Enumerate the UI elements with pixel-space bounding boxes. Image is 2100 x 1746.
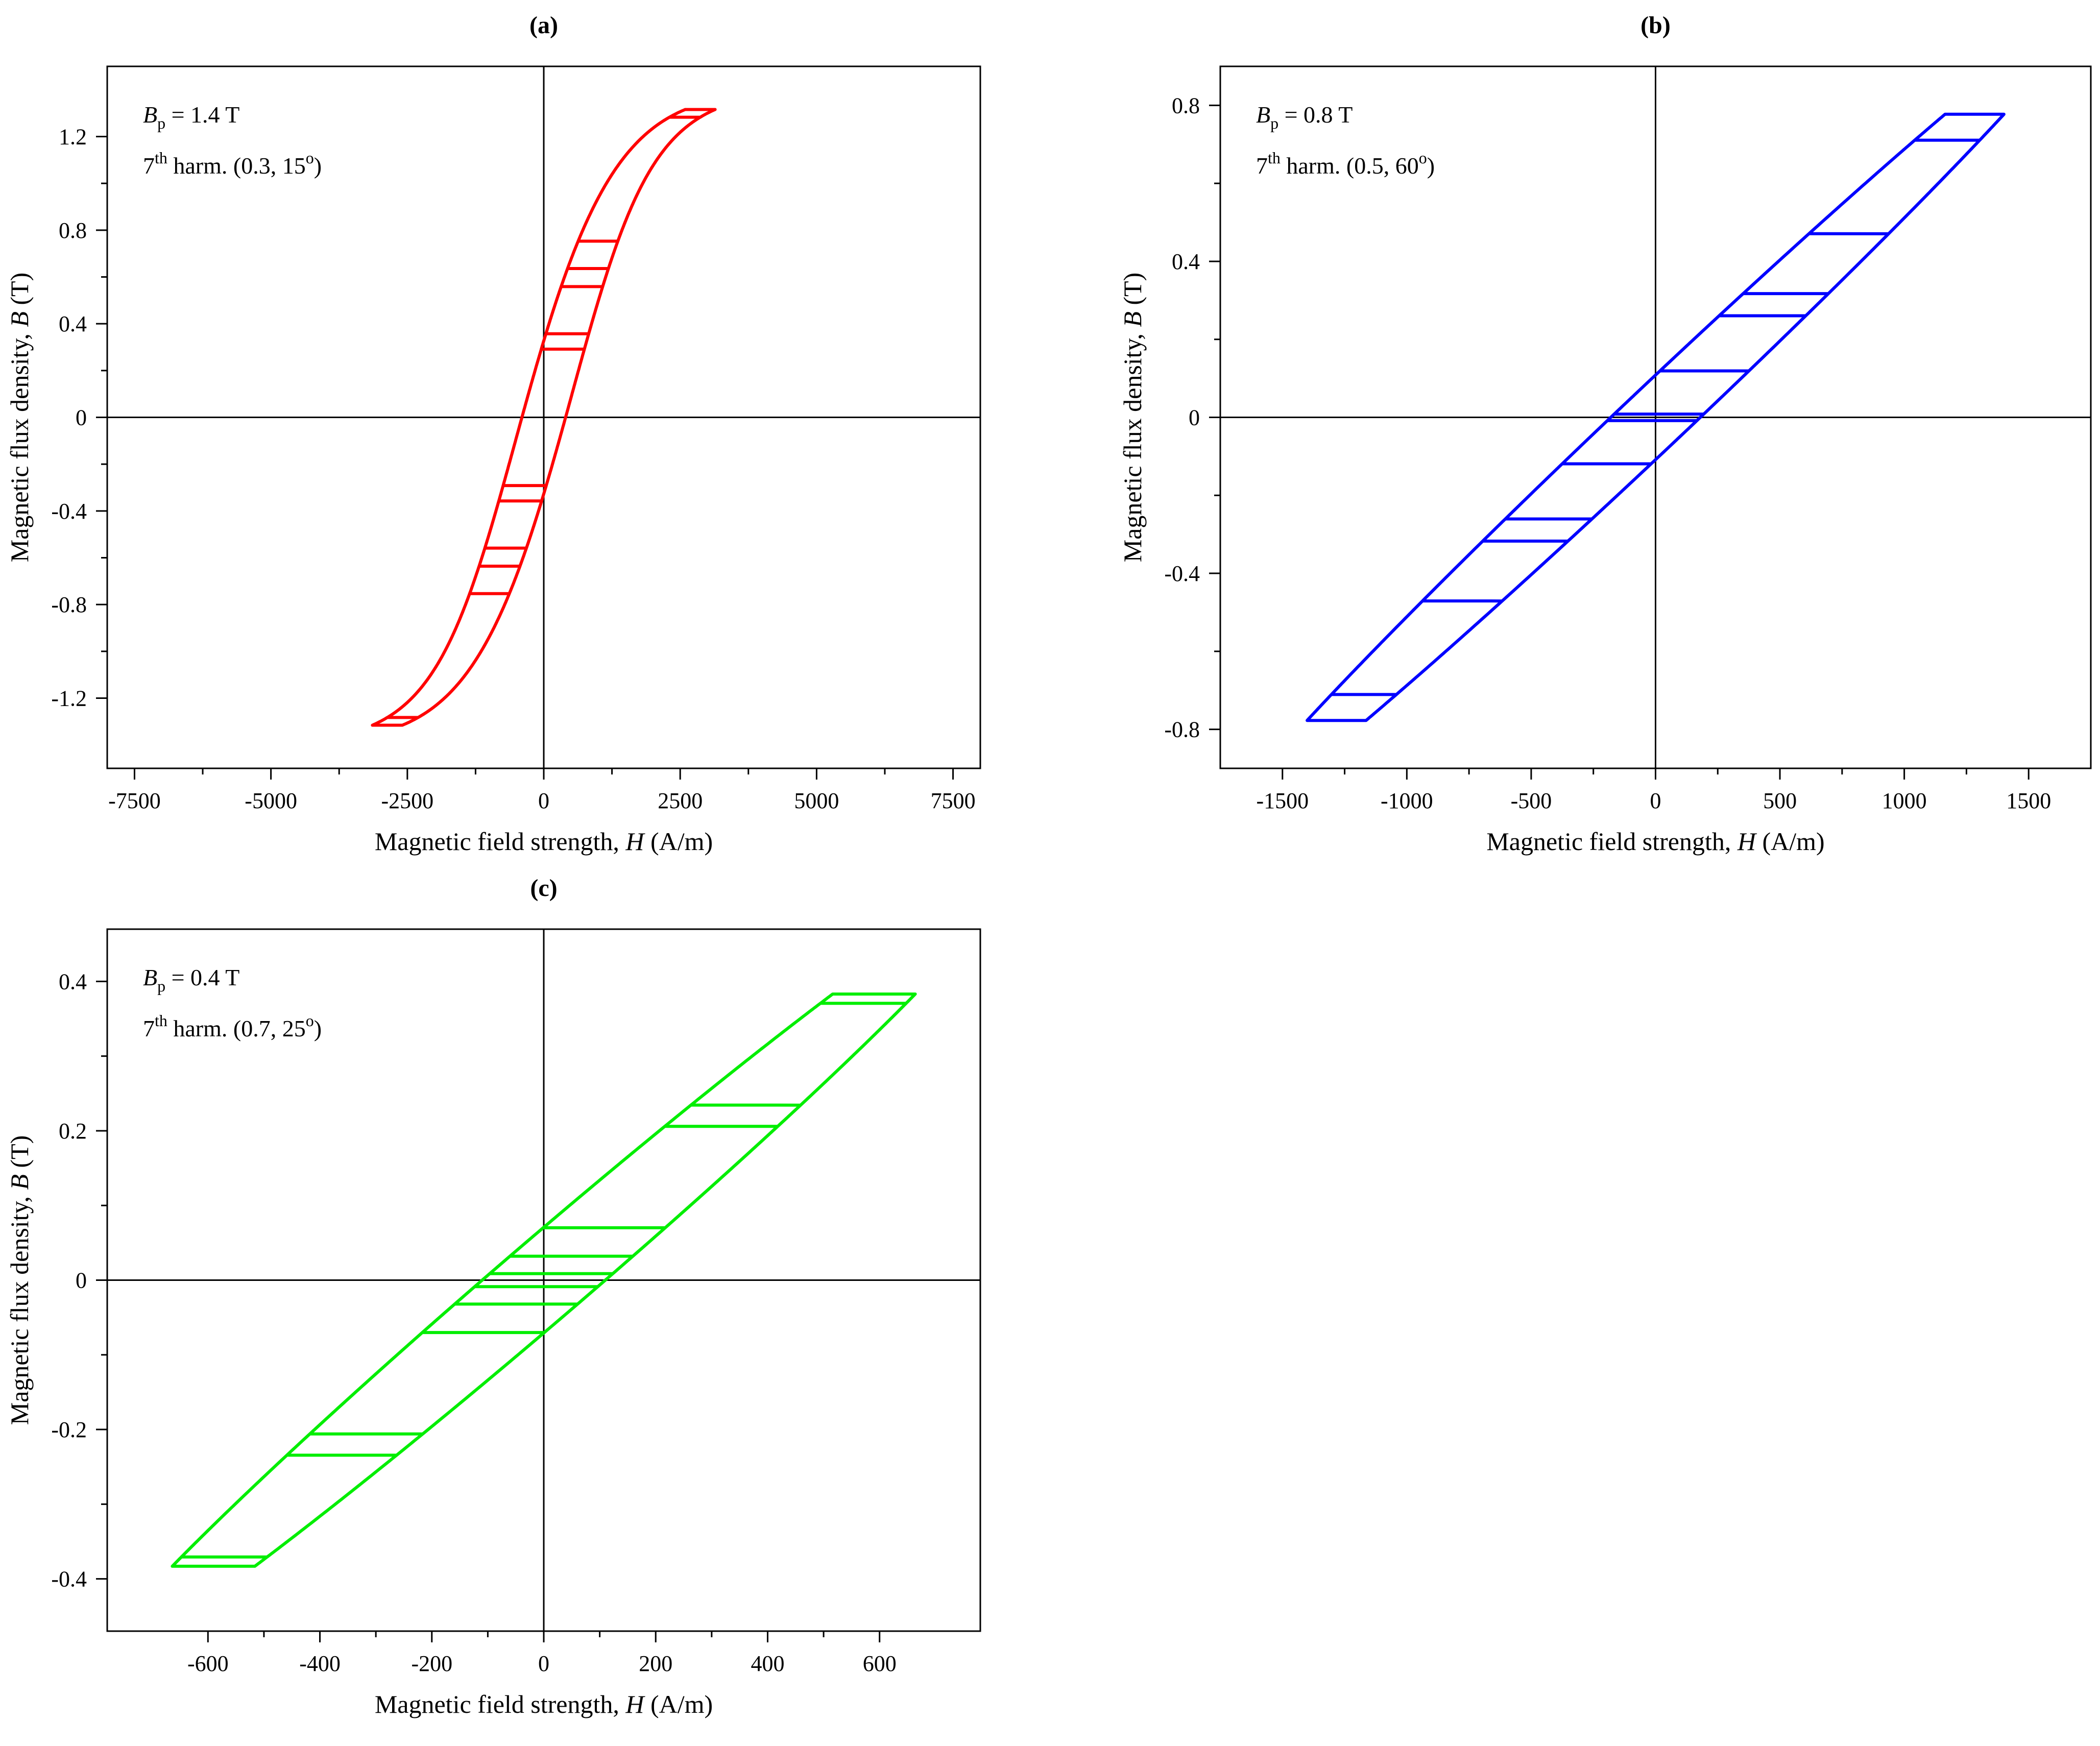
panel-label-a: (a) [529, 12, 558, 39]
x-tick-label: -2500 [381, 788, 433, 813]
y-tick-label: 0.8 [59, 218, 87, 243]
y-tick-label: 1.2 [59, 125, 87, 150]
x-tick-label: 600 [863, 1651, 897, 1676]
y-tick-label: -0.4 [51, 499, 87, 524]
y-tick-label: -0.4 [1164, 561, 1200, 586]
x-tick-label: 200 [639, 1651, 672, 1676]
y-tick-label: -0.8 [51, 592, 87, 617]
x-tick-label: 7500 [931, 788, 976, 813]
y-tick-label: -1.2 [51, 686, 87, 711]
series-line-b [1306, 112, 2006, 722]
y-axis-label: Magnetic flux density, B (T) [5, 1135, 34, 1425]
x-tick-label: -500 [1511, 788, 1552, 813]
y-tick-label: 0.8 [1172, 93, 1200, 118]
x-tick-label: -1500 [1256, 788, 1309, 813]
y-tick-label: -0.8 [1164, 717, 1200, 742]
x-tick-label: 500 [1763, 788, 1797, 813]
y-tick-label: 0 [76, 1268, 87, 1293]
annotation-harmonic: 7th harm. (0.5, 60o) [1256, 149, 1435, 179]
x-tick-label: 0 [538, 788, 549, 813]
y-tick-label: 0.4 [59, 311, 87, 336]
x-tick-label: -400 [299, 1651, 341, 1676]
annotation-peak-flux: Bp = 0.8 T [1256, 102, 1353, 132]
chart-panel-a: (a) -7500 -5000 -2500 0 2500 5000 7500 -1.2 -0.8 -… [5, 12, 981, 856]
x-tick-label: -600 [187, 1651, 229, 1676]
x-tick-label: 1000 [1882, 788, 1927, 813]
y-tick-label: -0.4 [51, 1567, 87, 1592]
panel-label-c: (c) [530, 875, 557, 902]
y-tick-label: 0.4 [59, 969, 87, 994]
x-axis-label: Magnetic field strength, H (A/m) [375, 827, 713, 856]
y-tick-label: -0.2 [51, 1417, 87, 1442]
x-tick-label: -200 [411, 1651, 452, 1676]
x-tick-label: 0 [1650, 788, 1661, 813]
chart-panel-b: (b) -1500 -1000 -500 0 500 1000 1500 -0.8 -0.4 0 0.… [1118, 12, 2092, 856]
y-tick-label: 0 [76, 405, 87, 430]
annotation-peak-flux: Bp = 0.4 T [143, 964, 239, 995]
series-line-c [171, 992, 917, 1568]
x-tick-label: -7500 [108, 788, 161, 813]
panel-label-b: (b) [1640, 12, 1671, 39]
series-line-a [371, 108, 717, 727]
annotation-harmonic: 7th harm. (0.3, 15o) [143, 149, 322, 179]
y-axis-label: Magnetic flux density, B (T) [5, 273, 34, 562]
x-tick-label: 0 [538, 1651, 549, 1676]
x-axis-label: Magnetic field strength, H (A/m) [1486, 827, 1824, 856]
y-tick-label: 0.2 [59, 1119, 87, 1144]
annotation-harmonic: 7th harm. (0.7, 25o) [143, 1011, 322, 1041]
y-tick-label: 0.4 [1172, 249, 1200, 274]
x-tick-label: -1000 [1381, 788, 1433, 813]
x-axis-label: Magnetic field strength, H (A/m) [375, 1690, 713, 1718]
x-tick-label: 5000 [794, 788, 839, 813]
x-tick-label: -5000 [245, 788, 297, 813]
chart-panel-c: (c) -600 -400 -200 0 200 400 600 -0.4 -0.2 0 0.2 0.4… [5, 875, 981, 1718]
annotation-peak-flux: Bp = 1.4 T [143, 102, 239, 132]
y-tick-label: 0 [1189, 405, 1200, 430]
x-tick-label: 400 [751, 1651, 784, 1676]
x-tick-label: 1500 [2006, 788, 2051, 813]
y-axis-label: Magnetic flux density, B (T) [1118, 273, 1147, 562]
x-tick-label: 2500 [658, 788, 703, 813]
